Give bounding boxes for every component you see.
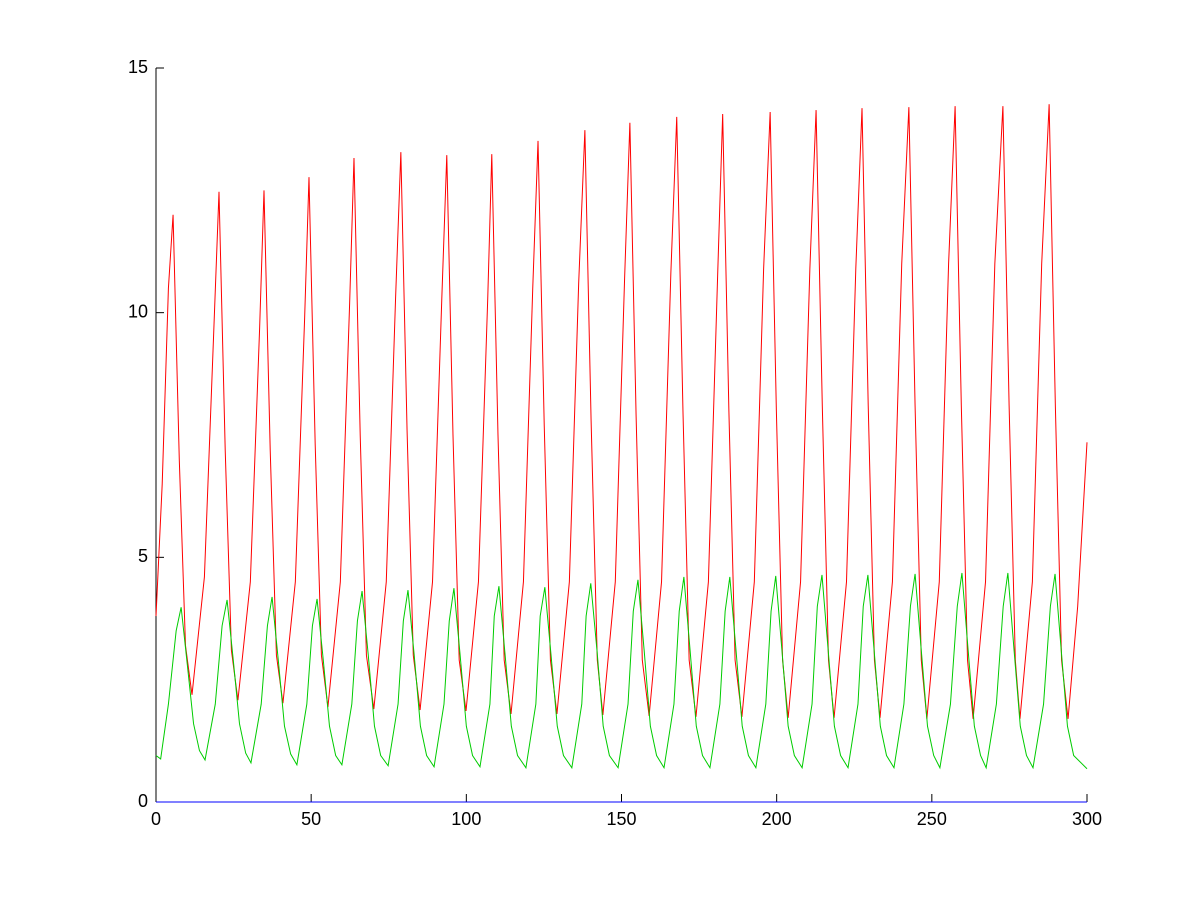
x-tick-label: 200 [762, 809, 792, 829]
x-tick-label: 50 [301, 809, 321, 829]
x-tick-label: 0 [151, 809, 161, 829]
x-tick-label: 300 [1072, 809, 1102, 829]
x-tick-label: 250 [917, 809, 947, 829]
series-line [155, 572, 1088, 770]
y-tick-label: 10 [128, 301, 148, 321]
x-tick-label: 150 [606, 809, 636, 829]
series-line [155, 104, 1088, 719]
y-tick-label: 0 [138, 791, 148, 811]
x-tick-label: 100 [451, 809, 481, 829]
y-tick-label: 5 [138, 546, 148, 566]
y-tick-label: 15 [128, 57, 148, 77]
